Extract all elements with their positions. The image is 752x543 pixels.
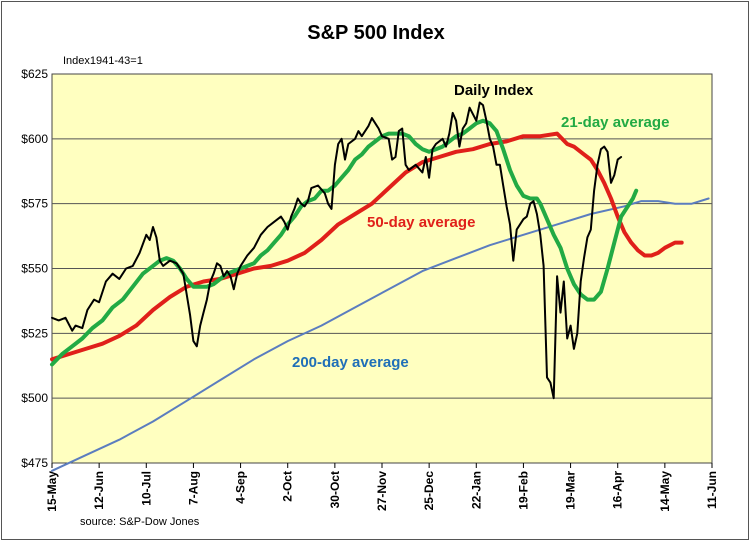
x-tick-label: 7-Aug (186, 471, 200, 505)
series-line-50-day-average (50, 131, 684, 362)
x-tick-label: 19-Feb (516, 471, 530, 510)
series-line-daily-index (51, 101, 623, 400)
y-tick-label: $525 (21, 326, 48, 340)
y-tick-label: $550 (21, 262, 48, 276)
x-tick-label: 25-Dec (422, 471, 436, 511)
x-tick-label: 10-Jul (139, 471, 153, 506)
chart-source: source: S&P-Dow Jones (80, 516, 200, 528)
x-tick-label: 22-Jan (469, 471, 483, 509)
y-tick-label: $625 (21, 67, 48, 81)
annotation-daily-index: Daily Index (454, 82, 534, 99)
y-tick-label: $600 (21, 132, 48, 146)
annotation-21-day-average: 21-day average (561, 114, 669, 131)
x-tick-label: 4-Sep (234, 471, 248, 504)
x-tick-label: 15-May (45, 471, 59, 512)
y-tick-label: $500 (21, 391, 48, 405)
x-tick-label: 30-Oct (328, 471, 342, 508)
y-tick-label: $475 (21, 456, 48, 470)
y-tick-label: $575 (21, 197, 48, 211)
annotation-50-day-average: 50-day average (367, 214, 475, 231)
x-tick-label: 19-Mar (564, 471, 578, 510)
chart-subtitle: Index1941-43=1 (63, 55, 143, 67)
x-tick-label: 27-Nov (375, 471, 389, 511)
annotation-200-day-average: 200-day average (292, 354, 409, 371)
chart-title: S&P 500 Index (307, 22, 445, 44)
x-tick-label: 12-Jun (92, 471, 106, 510)
x-tick-label: 14-May (658, 471, 672, 512)
series-line-200-day-average (51, 197, 710, 472)
x-tick-label: 11-Jun (705, 471, 719, 509)
x-tick-label: 2-Oct (281, 471, 295, 502)
x-tick-label: 16-Apr (611, 471, 625, 509)
